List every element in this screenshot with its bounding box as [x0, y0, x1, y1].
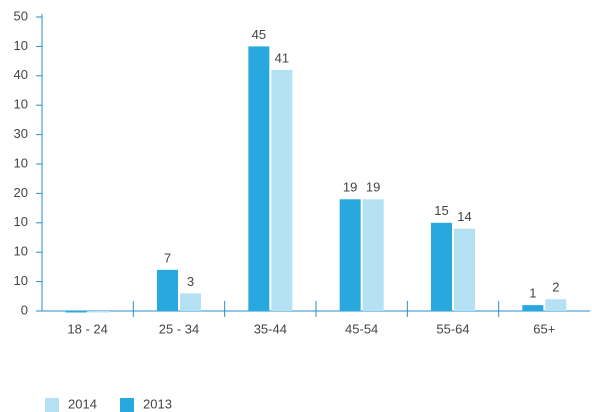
bar [545, 299, 567, 311]
y-tick-label: 10 [14, 155, 28, 170]
y-tick-label: 30 [14, 126, 28, 141]
value-label: 19 [343, 180, 357, 195]
bar [431, 222, 452, 311]
value-label: 7 [164, 250, 171, 265]
legend-label: 2014 [68, 396, 97, 411]
legend-swatch [120, 398, 134, 412]
bar [248, 46, 270, 312]
x-tick-label: 35-44 [254, 321, 287, 336]
bar [362, 199, 384, 311]
legend-swatch [45, 398, 59, 412]
y-tick-label: 20 [14, 185, 28, 200]
value-label: 1 [529, 286, 536, 301]
y-tick-label: 10 [14, 214, 28, 229]
value-label: 19 [366, 180, 380, 195]
bar [65, 311, 87, 313]
legend-label: 2013 [143, 396, 172, 411]
y-tick-label: 50 [14, 8, 28, 23]
value-label: 14 [457, 209, 471, 224]
value-label: 41 [275, 50, 289, 65]
value-label: 3 [187, 274, 194, 289]
bar [454, 228, 475, 311]
y-tick-label: 10 [14, 97, 28, 112]
bar [180, 293, 201, 311]
x-tick-label: 25 - 34 [159, 321, 199, 336]
y-tick-label: 10 [14, 38, 28, 53]
bar [522, 305, 544, 311]
bar [157, 269, 178, 311]
y-tick-label: 40 [14, 67, 28, 82]
y-tick-label: 10 [14, 273, 28, 288]
x-tick-label: 65+ [533, 321, 555, 336]
value-label: 2 [552, 280, 559, 295]
bar [271, 69, 293, 311]
x-tick-label: 45-54 [345, 321, 378, 336]
x-tick-label: 55-64 [436, 321, 469, 336]
y-tick-label: 0 [21, 302, 28, 317]
value-label: 45 [252, 27, 266, 42]
bar [339, 199, 361, 311]
y-tick-label: 10 [14, 244, 28, 259]
bar [88, 311, 110, 313]
x-tick-label: 18 - 24 [67, 321, 107, 336]
value-label: 15 [434, 203, 448, 218]
